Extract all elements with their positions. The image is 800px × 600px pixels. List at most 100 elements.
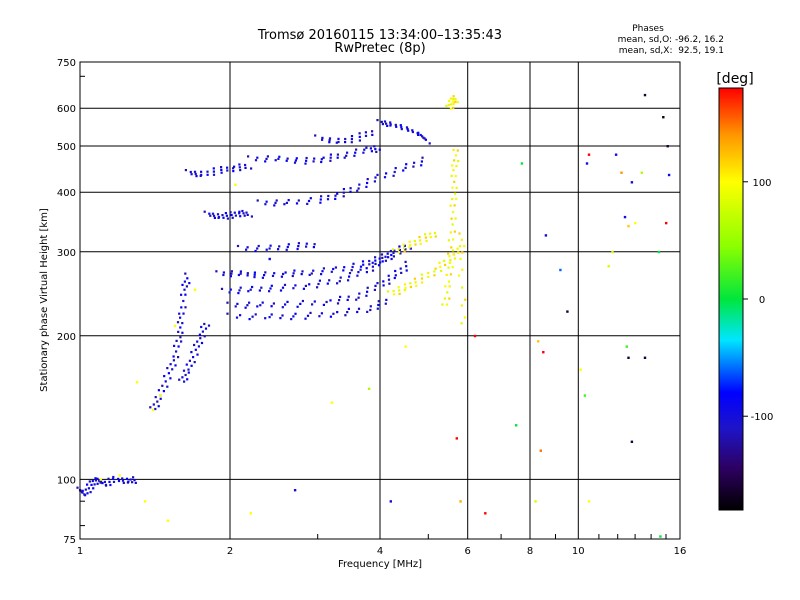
echo-point — [187, 371, 190, 374]
echo-point — [81, 491, 84, 494]
echo-point — [300, 273, 303, 276]
echo-point — [297, 199, 300, 202]
echo-point — [330, 270, 333, 273]
echo-point — [382, 284, 385, 287]
echo-point — [403, 283, 407, 286]
echo-point — [225, 214, 228, 217]
echo-point — [449, 273, 452, 276]
echo-point — [229, 211, 232, 214]
echo-point — [364, 131, 367, 134]
echo-point — [388, 282, 391, 285]
echo-point — [366, 286, 369, 289]
echo-point — [449, 107, 452, 110]
echo-point — [294, 284, 297, 287]
echo-point — [363, 148, 366, 151]
echo-point — [338, 280, 341, 283]
echo-point — [226, 217, 229, 220]
data-points — [76, 93, 671, 538]
echo-point — [347, 307, 350, 310]
echo-point — [329, 156, 332, 159]
echo-point — [212, 173, 216, 176]
scatter-point — [583, 394, 587, 397]
echo-point — [320, 195, 323, 198]
echo-point — [379, 261, 382, 264]
echo-point — [309, 197, 312, 200]
echo-point — [357, 187, 360, 190]
echo-point — [204, 327, 208, 330]
echo-point — [181, 376, 184, 379]
scatter-point — [143, 500, 147, 503]
echo-point — [397, 286, 400, 289]
echo-point — [460, 238, 463, 241]
echo-point — [328, 141, 331, 144]
echo-point — [393, 293, 396, 296]
echo-point — [284, 303, 287, 306]
echo-point — [404, 260, 407, 263]
scatter-point — [151, 408, 155, 412]
echo-point — [403, 250, 406, 253]
scatter-point — [484, 512, 487, 515]
echo-point — [229, 275, 232, 278]
echo-point — [185, 285, 188, 288]
echo-point — [193, 343, 196, 347]
echo-point — [94, 477, 97, 480]
echo-point — [76, 486, 79, 489]
echo-point — [337, 140, 340, 144]
echo-point — [434, 267, 437, 270]
echo-point — [250, 167, 253, 170]
echo-point — [307, 199, 311, 203]
echo-point — [117, 479, 121, 483]
echo-point — [455, 165, 458, 168]
echo-point — [402, 243, 405, 246]
scatter-point — [657, 250, 661, 254]
echo-point — [407, 129, 410, 132]
echo-point — [387, 274, 390, 277]
echo-point — [336, 311, 339, 314]
echo-point — [369, 305, 372, 308]
scatter-point — [135, 381, 139, 384]
echo-point — [344, 141, 347, 144]
echo-point — [366, 181, 369, 185]
echo-point — [441, 303, 444, 306]
stats-line-o: mean, sd,O: -96.2, 16.2 — [618, 35, 724, 45]
echo-point — [343, 156, 346, 159]
echo-point — [167, 372, 170, 375]
echo-point — [377, 264, 381, 267]
echo-point — [408, 240, 411, 243]
echo-point — [188, 359, 191, 362]
echo-point — [420, 277, 424, 280]
echo-point — [88, 480, 91, 483]
echo-point — [253, 273, 256, 276]
echo-point — [273, 204, 276, 207]
echo-point — [254, 159, 258, 162]
echo-point — [224, 212, 227, 215]
scatter-point — [459, 500, 462, 503]
echo-point — [373, 145, 376, 148]
echo-point — [203, 335, 206, 338]
echo-point — [246, 246, 249, 249]
echo-point — [238, 210, 241, 213]
echo-point — [365, 294, 368, 297]
echo-point — [328, 137, 332, 140]
echo-point — [380, 120, 383, 123]
echo-point — [438, 261, 441, 264]
echo-point — [169, 377, 172, 380]
scatter-point — [579, 368, 582, 371]
echo-point — [357, 307, 361, 310]
echo-point — [342, 191, 345, 194]
y-tick-label: 100 — [57, 475, 76, 486]
echo-point — [458, 245, 462, 248]
echo-point — [264, 271, 267, 274]
echo-point — [216, 213, 220, 216]
y-tick-label: 750 — [57, 58, 76, 69]
echo-point — [181, 322, 184, 325]
echo-point — [179, 316, 182, 319]
echo-point — [94, 479, 97, 482]
x-tick-label: 4 — [377, 546, 383, 557]
scatter-point — [99, 478, 102, 481]
echo-point — [461, 268, 464, 271]
echo-point — [339, 295, 342, 298]
echo-point — [162, 390, 165, 393]
echo-point — [450, 246, 453, 249]
echo-point — [452, 211, 455, 214]
